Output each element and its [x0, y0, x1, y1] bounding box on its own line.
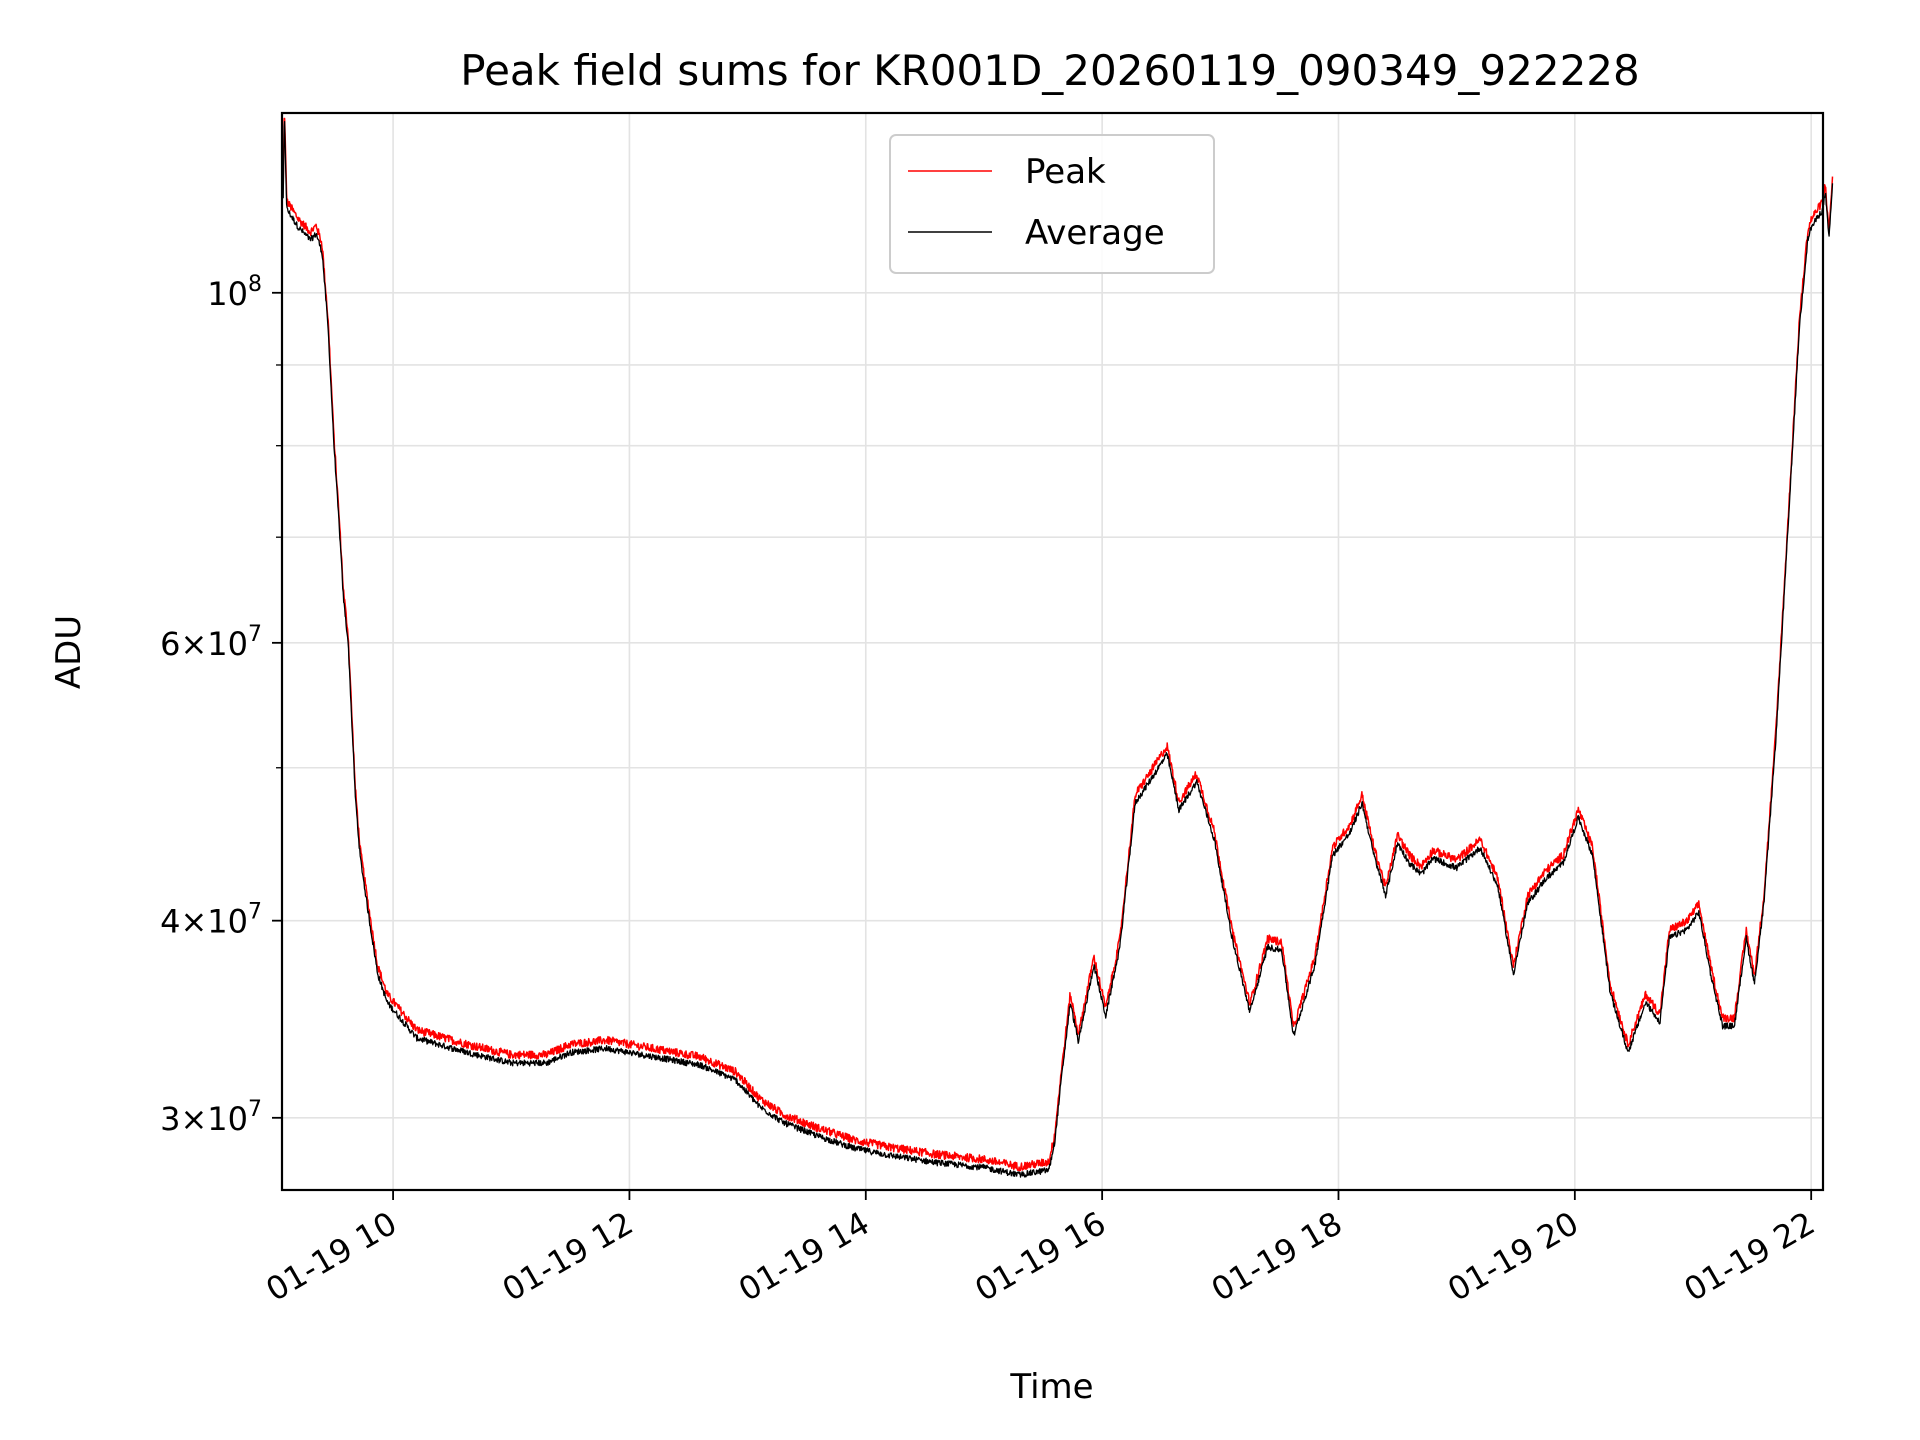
y-tick-base: 10: [207, 903, 248, 941]
y-tick-times: ×: [180, 1100, 207, 1138]
plot-frame: [280, 111, 1825, 1192]
chart-title: Peak field sums for KR001D_20260119_0903…: [460, 46, 1639, 95]
grid-layer: [282, 113, 1823, 1190]
legend-label-peak: Peak: [1025, 152, 1106, 192]
y-tick-mantissa: 4: [160, 903, 180, 941]
legend: Peak Average: [889, 134, 1215, 274]
y-axis-label: ADU: [49, 615, 89, 689]
legend-box: [889, 134, 1215, 274]
y-tick-exponent: 7: [248, 622, 262, 647]
series-layer: [282, 117, 1834, 1178]
y-tick-exponent: 8: [248, 272, 262, 297]
y-tick-label: 108: [207, 272, 262, 313]
legend-label-average: Average: [1025, 213, 1165, 253]
y-tick-times: ×: [180, 903, 207, 941]
y-tick-exponent: 7: [248, 900, 262, 925]
y-tick-exponent: 7: [248, 1097, 262, 1122]
y-tick-times: ×: [180, 625, 207, 663]
y-tick-label: 3×107: [160, 1097, 262, 1138]
y-tick-base: 10: [207, 275, 248, 313]
y-tick-mantissa: 6: [160, 625, 180, 663]
series-line-average: [282, 120, 1834, 1178]
y-tick-mantissa: 3: [160, 1100, 180, 1138]
y-tick-label: 4×107: [160, 900, 262, 941]
x-axis-label: Time: [1009, 1367, 1093, 1407]
y-tick-base: 10: [207, 625, 248, 663]
y-tick-label: 6×107: [160, 622, 262, 663]
y-tick-base: 10: [207, 1100, 248, 1138]
